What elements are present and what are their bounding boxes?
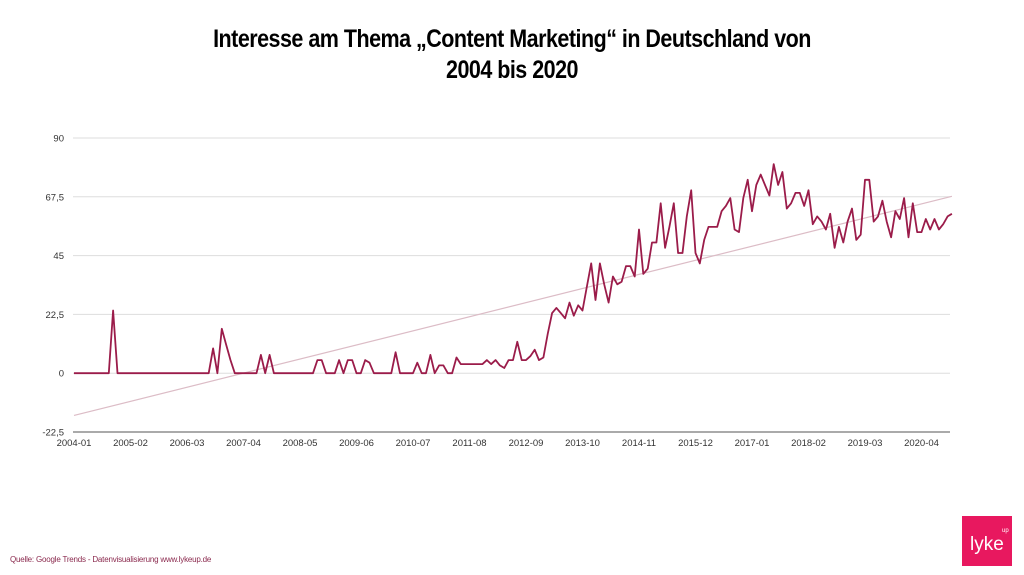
source-footer: Quelle: Google Trends - Datenvisualisier…: [10, 555, 212, 564]
y-tick-label: 22,5: [46, 310, 65, 321]
y-tick-label: 67,5: [46, 192, 65, 203]
x-tick-label: 2006-03: [170, 438, 205, 449]
x-tick-label: 2014-11: [622, 438, 656, 449]
x-tick-label: 2019-03: [848, 438, 883, 449]
chart-title: Interesse am Thema „Content Marketing“ i…: [0, 24, 1024, 86]
x-tick-label: 2009-06: [339, 438, 374, 449]
x-tick-label: 2011-08: [452, 438, 486, 449]
lykeup-logo[interactable]: lyke up: [962, 516, 1012, 566]
x-tick-label: 2017-01: [735, 438, 770, 449]
x-tick-label: 2013-10: [565, 438, 600, 449]
x-tick-label: 2020-04: [904, 438, 939, 449]
logo-superscript: up: [1002, 528, 1009, 534]
x-tick-label: 2012-09: [509, 438, 544, 449]
chart-title-line-1: Interesse am Thema „Content Marketing“ i…: [213, 25, 811, 53]
series-line: [74, 163, 953, 375]
y-tick-label: -22,5: [42, 428, 64, 439]
y-tick-label: 0: [59, 369, 64, 380]
logo-text: lyke: [970, 534, 1004, 555]
y-tick-label: 45: [53, 251, 64, 262]
x-tick-label: 2018-02: [791, 438, 826, 449]
x-tick-label: 2008-05: [283, 438, 318, 449]
x-tick-label: 2007-04: [226, 438, 261, 449]
x-tick-label: 2005-02: [113, 438, 148, 449]
y-tick-label: 90: [53, 134, 64, 145]
x-tick-label: 2010-07: [396, 438, 431, 449]
x-tick-label: 2004-01: [57, 438, 92, 449]
x-tick-label: 2015-12: [678, 438, 713, 449]
chart-title-line-2: 2004 bis 2020: [446, 56, 578, 84]
trendline: [73, 195, 953, 417]
